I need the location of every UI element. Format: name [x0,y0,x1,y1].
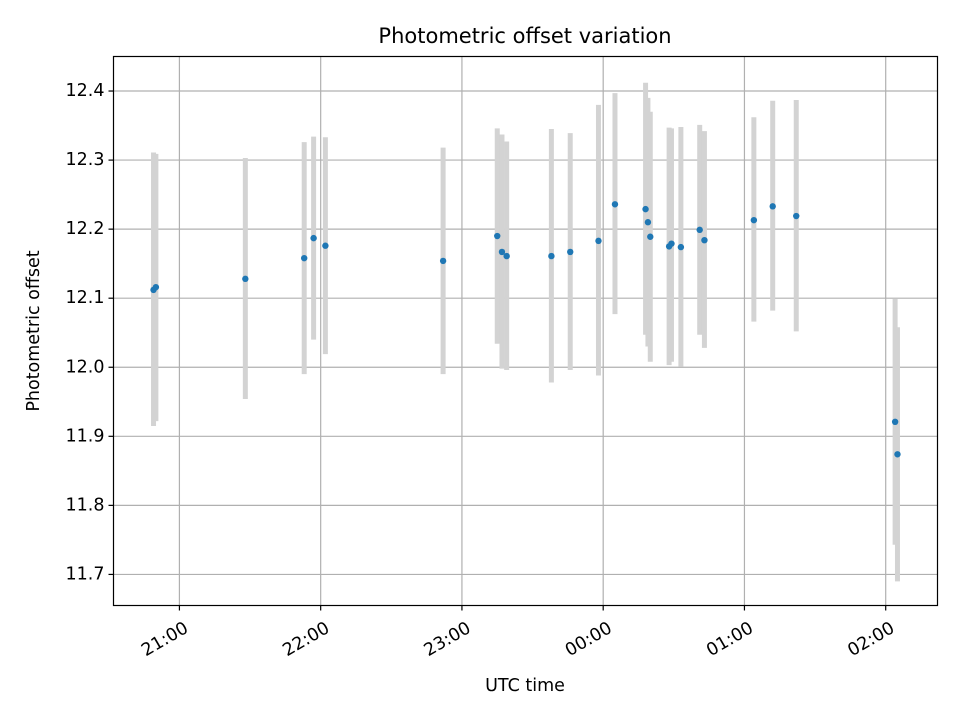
data-point [439,257,447,265]
data-point [769,203,776,210]
data-point [793,212,800,220]
x-axis-label: UTC time [485,676,565,696]
data-point [647,233,654,240]
y-tick-label: 12.1 [66,288,105,308]
data-point [644,219,652,226]
data-point [242,275,249,283]
grid-lines [113,56,938,606]
y-axis-ticks: 11.7 11.8 11.9 12.0 12.1 12.2 12.3 12.4 [66,81,114,584]
y-tick-label: 12.4 [66,81,105,101]
y-tick-label: 11.8 [66,495,105,515]
data-point [152,283,160,291]
data-point [498,248,506,256]
y-tick-label: 11.7 [66,564,105,584]
chart-title: Photometric offset variation [378,24,671,48]
data-point [310,234,317,242]
data-point [548,252,555,260]
y-axis-label: Photometric offset [24,250,44,411]
data-point [891,418,899,426]
data-point [668,240,675,247]
data-point [701,236,708,244]
y-tick-label: 12.2 [66,219,105,239]
data-point [503,252,510,260]
data-point [642,205,649,213]
data-point [894,451,901,458]
data-point [750,216,758,224]
plot-area-frame [112,55,939,607]
data-point [595,237,602,245]
data-points [150,201,901,458]
y-tick-label: 12.3 [66,150,105,170]
data-point [494,232,501,240]
data-point [677,243,685,251]
data-point [300,254,308,262]
data-point [567,248,574,256]
y-tick-label: 12.0 [66,357,105,377]
data-point [322,242,329,249]
data-point [611,201,619,208]
y-tick-label: 11.9 [66,426,105,446]
data-point [696,226,703,234]
